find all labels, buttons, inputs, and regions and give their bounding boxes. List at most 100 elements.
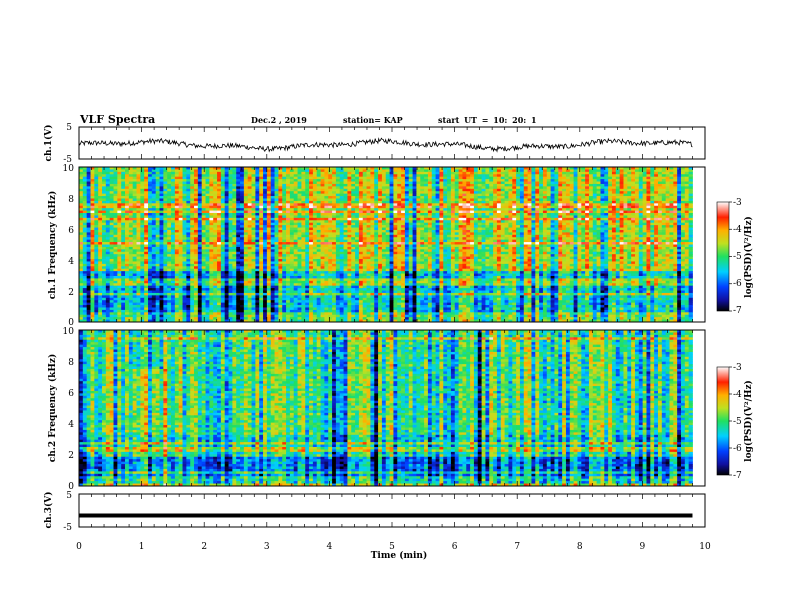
spectrogram-cell bbox=[558, 213, 563, 216]
spectrogram-cell bbox=[293, 203, 298, 207]
spectrogram-cell bbox=[128, 227, 134, 231]
spectrogram-cell bbox=[339, 205, 344, 209]
spectrogram-cell bbox=[673, 179, 678, 182]
spectrogram-cell bbox=[209, 225, 214, 228]
spectrogram-cell bbox=[178, 225, 183, 228]
spectrogram-cell bbox=[305, 196, 310, 199]
spectrogram-cell bbox=[343, 179, 348, 182]
spectrogram-cell bbox=[305, 174, 310, 178]
spectrogram-cell bbox=[473, 217, 479, 221]
spectrogram-cell bbox=[236, 227, 241, 231]
spectrogram-cell bbox=[136, 188, 141, 192]
spectrogram-cell bbox=[351, 217, 356, 221]
spectrogram-cell bbox=[608, 210, 613, 214]
spectrogram-cell bbox=[385, 232, 390, 236]
spectrogram-cell bbox=[650, 227, 655, 231]
spectrogram-cell bbox=[205, 208, 210, 211]
spectrogram-cell bbox=[680, 232, 686, 236]
spectrogram-cell bbox=[98, 210, 103, 214]
spectrogram-cell bbox=[585, 196, 590, 199]
spectrogram-cell bbox=[140, 183, 145, 187]
spectrogram-cell bbox=[454, 193, 459, 197]
spectrogram-cell bbox=[144, 176, 149, 180]
spectrogram-cell bbox=[309, 181, 314, 185]
spectrogram-cell bbox=[527, 225, 532, 228]
spectrogram-cell bbox=[585, 169, 590, 173]
spectrogram-cell bbox=[128, 167, 134, 170]
spectrogram-cell bbox=[596, 181, 601, 185]
spectrogram-cell bbox=[236, 217, 241, 221]
spectrogram-cell bbox=[634, 205, 640, 209]
spectrogram-cell bbox=[228, 232, 233, 236]
spectrogram-cell bbox=[608, 198, 613, 202]
spectrogram-cell bbox=[98, 234, 103, 238]
spectrogram-cell bbox=[144, 181, 149, 185]
spectrogram-cell bbox=[174, 225, 180, 228]
spectrogram-cell bbox=[481, 215, 486, 219]
spectrogram-cell bbox=[182, 205, 187, 209]
spectrogram-cell bbox=[312, 220, 318, 224]
spectrogram-cell bbox=[508, 179, 513, 182]
spectrogram-cell bbox=[309, 222, 314, 226]
spectrogram-cell bbox=[105, 234, 111, 238]
spectrogram-cell bbox=[128, 229, 134, 233]
spectrogram-cell bbox=[608, 181, 613, 185]
spectrogram-cell bbox=[458, 176, 463, 180]
spectrogram-cell bbox=[140, 217, 145, 221]
spectrogram-cell bbox=[82, 196, 88, 199]
spectrogram-cell bbox=[194, 222, 199, 226]
spectrogram-cell bbox=[424, 174, 429, 178]
spectrogram-cell bbox=[194, 227, 199, 231]
spectrogram-cell bbox=[473, 200, 479, 204]
spectrogram-cell bbox=[642, 191, 647, 195]
spectrogram-cell bbox=[424, 200, 429, 204]
spectrogram-cell bbox=[665, 232, 670, 236]
spectrogram-cell bbox=[650, 191, 655, 195]
spectrogram-cell bbox=[493, 193, 498, 197]
spectrogram-cell bbox=[431, 167, 436, 170]
spectrogram-cell bbox=[109, 203, 114, 207]
spectrogram-cell bbox=[634, 181, 640, 185]
spectrogram-cell bbox=[171, 225, 176, 228]
spectrogram-cell bbox=[562, 217, 567, 221]
spectrogram-cell bbox=[355, 174, 360, 178]
spectrogram-cell bbox=[404, 198, 410, 202]
spectrogram-cell bbox=[171, 227, 176, 231]
spectrogram-cell bbox=[481, 220, 486, 224]
spectrogram-cell bbox=[385, 215, 390, 219]
spectrogram-cell bbox=[186, 171, 191, 175]
spectrogram-cell bbox=[105, 232, 111, 236]
spectrogram-cell bbox=[381, 186, 387, 190]
spectrogram-cell bbox=[366, 171, 371, 175]
spectrogram-cell bbox=[500, 205, 505, 209]
spectrogram-cell bbox=[201, 191, 206, 195]
spectrogram-cell bbox=[397, 186, 402, 190]
spectrogram-cell bbox=[558, 176, 563, 180]
spectrogram-cell bbox=[542, 205, 548, 209]
spectrogram-cell bbox=[247, 203, 252, 207]
spectrogram-cell bbox=[523, 217, 528, 221]
spectrogram-cell bbox=[619, 205, 624, 209]
spectrogram-cell bbox=[562, 210, 567, 214]
spectrogram-cell bbox=[128, 174, 134, 178]
spectrogram-cell bbox=[485, 232, 490, 236]
spectrogram-cell bbox=[328, 220, 333, 224]
spectrogram-cell bbox=[577, 215, 582, 219]
spectrogram-cell bbox=[588, 188, 594, 192]
spectrogram-cell bbox=[220, 179, 226, 182]
spectrogram-cell bbox=[512, 183, 517, 187]
spectrogram-cell bbox=[680, 227, 686, 231]
spectrogram-cell bbox=[332, 213, 337, 216]
spectrogram-cell bbox=[316, 179, 321, 182]
spectrogram-cell bbox=[450, 205, 456, 209]
spectrogram-cell bbox=[332, 232, 337, 236]
spectrogram-cell bbox=[454, 234, 459, 238]
spectrogram-cell bbox=[355, 237, 360, 241]
spectrogram-cell bbox=[485, 217, 490, 221]
spectrogram-cell bbox=[370, 203, 375, 207]
spectrogram-cell bbox=[627, 167, 632, 170]
spectrogram-cell bbox=[546, 229, 552, 233]
spectrogram-cell bbox=[477, 232, 482, 236]
spectrogram-cell bbox=[523, 229, 528, 233]
spectrogram-cell bbox=[401, 215, 406, 219]
